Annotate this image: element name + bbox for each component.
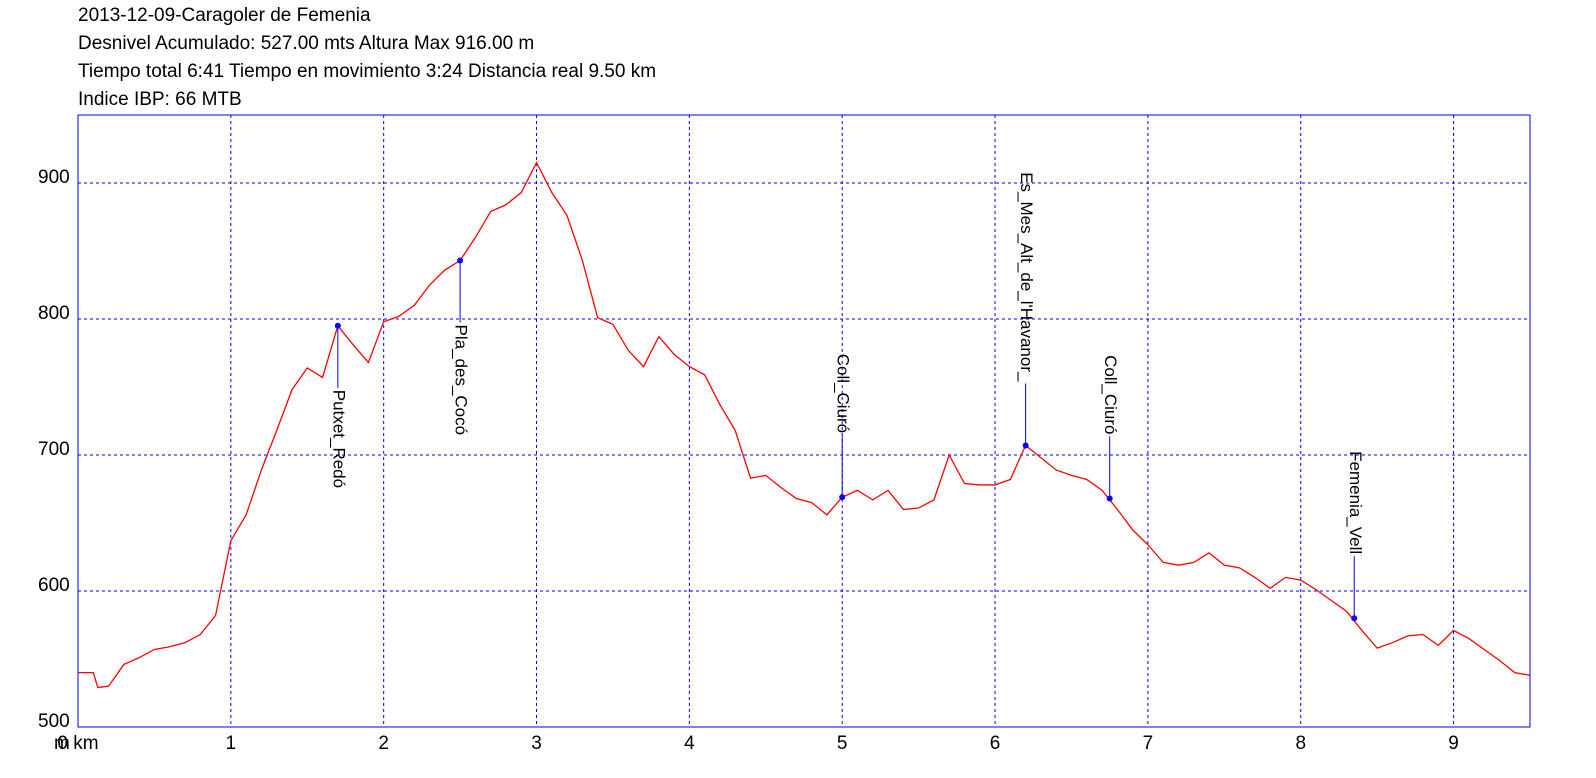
y-tick-label: 900	[38, 167, 70, 188]
y-tick-label: 500	[38, 711, 70, 732]
waypoint	[1022, 442, 1029, 449]
y-tick-label: 800	[38, 303, 70, 324]
x-tick-label: 1	[226, 733, 237, 754]
chart-title: 2013-12-09-Caragoler de Femenia	[78, 5, 371, 26]
y-unit: m	[54, 733, 70, 754]
x-tick-label: 2	[378, 733, 389, 754]
waypoint	[839, 494, 846, 501]
x-tick-label: 6	[990, 733, 1001, 754]
elevation-line	[78, 161, 1531, 689]
waypoint-label: Femenia_Vell	[1346, 451, 1365, 554]
waypoint	[334, 322, 341, 329]
x-tick-label: 5	[837, 733, 848, 754]
chart-subtitle: Desnivel Acumulado: 527.00 mts Altura Ma…	[78, 33, 534, 54]
chart-subtitle: Indice IBP: 66 MTB	[78, 89, 242, 110]
plot-frame	[77, 114, 1531, 728]
x-tick-label: 3	[531, 733, 542, 754]
x-tick-label: 9	[1448, 733, 1459, 754]
y-tick-label: 600	[38, 575, 70, 596]
waypoint-label: Putxet_Redó	[329, 390, 348, 488]
y-tick-label: 700	[38, 439, 70, 460]
waypoint-label: Coll_Ciuró	[834, 354, 853, 433]
waypoint	[1351, 615, 1358, 622]
x-tick-label: 7	[1143, 733, 1154, 754]
waypoint	[457, 257, 464, 264]
x-tick-label: 8	[1295, 733, 1306, 754]
waypoint-label: Pla_des_Cocó	[452, 325, 471, 436]
waypoint-label: Coll_Ciuró	[1101, 355, 1120, 434]
chart-subtitle: Tiempo total 6:41 Tiempo en movimiento 3…	[78, 61, 656, 82]
x-tick-label: 4	[684, 733, 695, 754]
waypoint	[1106, 495, 1113, 502]
x-tick-label: 0 km	[57, 733, 98, 754]
waypoint-label: Es_Mes_Alt_de_l'Havanor_	[1017, 172, 1036, 382]
